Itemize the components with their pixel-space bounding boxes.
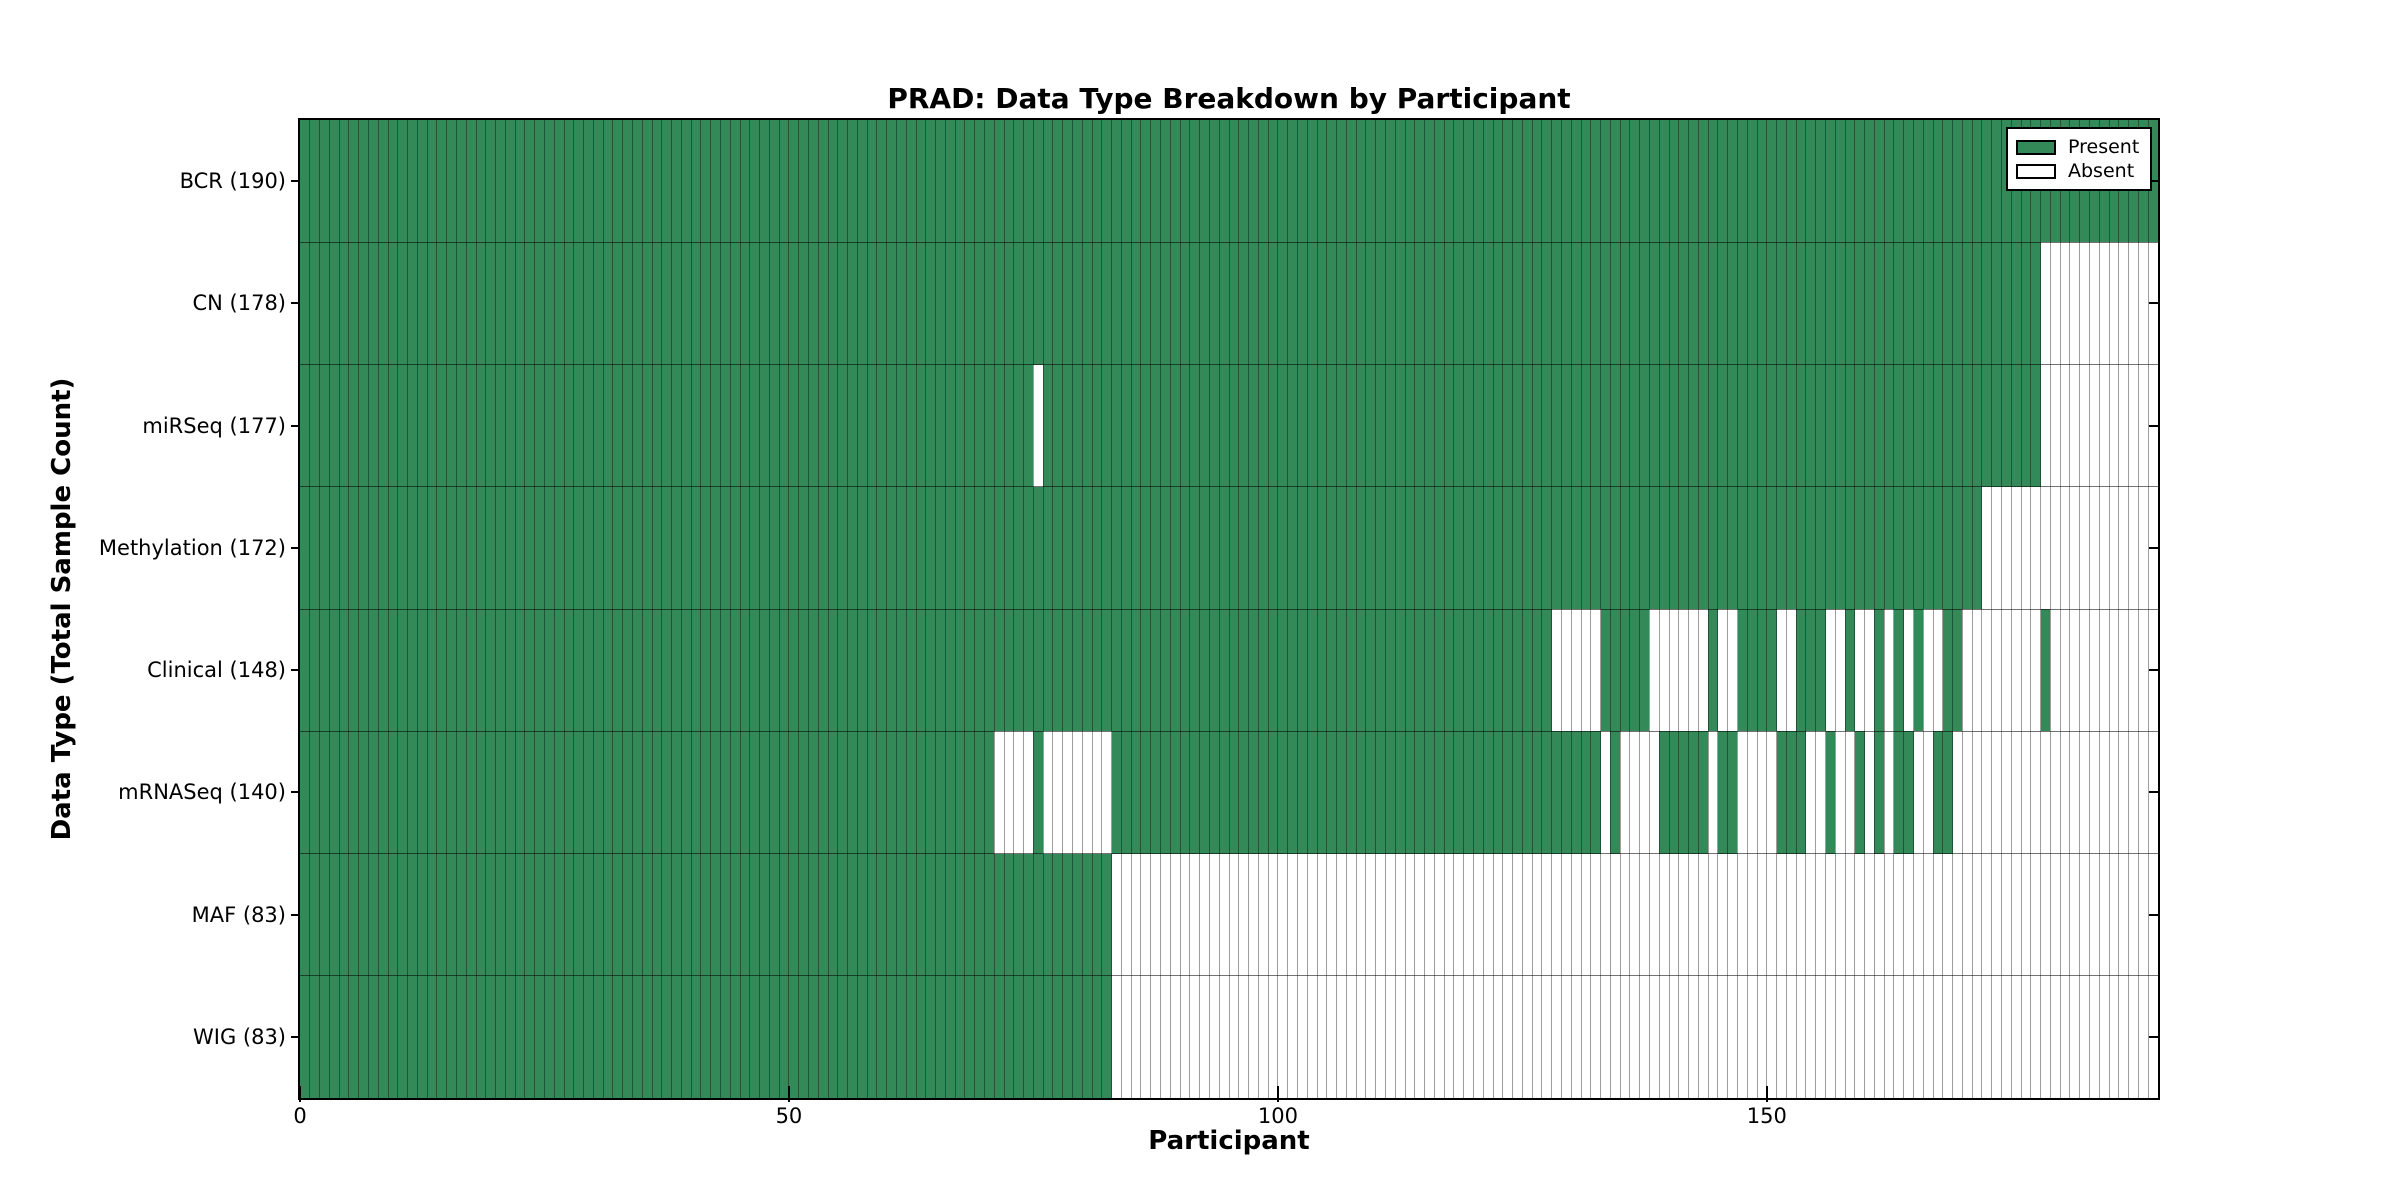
y-tick-label-bcr: BCR (190) [179,169,286,194]
legend-absent-label: Absent [2068,160,2135,182]
present-cells-clinical [1845,609,1855,732]
row-separator-line [300,975,2158,977]
row-separator-line [300,486,2158,488]
y-tick-label-mrnaseq: mRNASeq (140) [118,780,286,805]
y-tick-mark [291,424,300,427]
present-cells-clinical [1874,609,1885,732]
y-axis-label: Data Type (Total Sample Count) [47,377,77,841]
y-tick-label-maf: MAF (83) [191,902,286,927]
y-tick-mark [291,302,300,305]
legend-present-label: Present [2068,136,2140,158]
present-cells-mrnaseq [1893,731,1914,854]
row-separator-line [300,364,2158,365]
y-tick-mark [291,791,300,794]
x-tick-mark [787,1086,790,1102]
present-cells-clinical [1913,609,1924,732]
row-separator-line [300,241,2158,243]
x-axis-label: Participant [1148,1126,1310,1156]
present-cells-maf [300,853,1112,976]
present-cells-mrnaseq [1933,731,1953,854]
x-tick-label-100: 100 [1257,1104,1298,1128]
y-tick-mark [2149,1035,2158,1038]
x-tick-mark [1276,1086,1279,1102]
y-tick-label-wig: WIG (83) [192,1024,286,1049]
y-tick-mark [2149,424,2158,427]
x-tick-mark [1765,1086,1768,1102]
y-tick-mark [291,913,300,916]
present-cells-clinical [1796,609,1826,732]
present-cells-mrnaseq [1111,731,1601,854]
present-cells-clinical [1600,609,1650,732]
x-tick-mark [299,1086,301,1102]
y-tick-mark [2149,302,2158,305]
legend-present-swatch [2016,139,2056,155]
chart-title: PRAD: Data Type Breakdown by Participant [887,82,1571,115]
present-cells-mrnaseq [1610,731,1621,854]
y-tick-mark [291,180,300,183]
present-cells-clinical [2040,609,2051,732]
y-tick-label-mirseq: miRSeq (177) [142,413,286,438]
present-cells-mrnaseq [1874,731,1885,854]
present-cells-clinical [1708,609,1718,732]
present-cells-mrnaseq [1717,731,1738,854]
present-cells-cn [300,242,2041,365]
y-tick-label-clinical: Clinical (148) [147,658,286,683]
legend: Present Absent [2006,127,2152,191]
row-separator-line [300,608,2158,610]
present-cells-bcr [300,120,2158,243]
plot-area [300,120,2158,1098]
present-cells-mirseq [300,364,1034,487]
row-separator-line [300,730,2158,732]
y-tick-mark [2149,180,2158,183]
x-tick-label-50: 50 [775,1104,803,1128]
present-cells-mrnaseq [300,731,995,854]
legend-absent-swatch [2016,163,2056,179]
present-cells-clinical [300,609,1552,732]
y-tick-mark [291,1035,300,1038]
y-tick-mark [291,669,300,672]
legend-entry-absent: Absent [2016,159,2142,183]
present-cells-mrnaseq [1776,731,1806,854]
y-tick-mark [2149,669,2158,672]
y-tick-mark [2149,791,2158,794]
present-cells-methylation [300,486,1982,609]
present-cells-clinical [1942,609,1963,732]
present-cells-clinical [1737,609,1777,732]
present-cells-mirseq [1043,364,2041,487]
y-tick-mark [291,546,300,549]
present-cells-mrnaseq [1659,731,1709,854]
present-cells-mrnaseq [1825,731,1836,854]
present-cells-mrnaseq [1854,731,1865,854]
present-cells-wig [300,975,1112,1098]
x-tick-label-150: 150 [1746,1104,1787,1128]
legend-entry-present: Present [2016,135,2142,159]
y-tick-label-methylation: Methylation (172) [98,535,286,560]
y-tick-label-cn: CN (178) [192,291,286,316]
y-tick-mark [2149,913,2158,916]
y-tick-mark [2149,546,2158,549]
present-cells-mrnaseq [1033,731,1044,854]
x-tick-label-0: 0 [293,1104,307,1128]
row-separator-line [300,853,2158,854]
present-cells-clinical [1893,609,1904,732]
